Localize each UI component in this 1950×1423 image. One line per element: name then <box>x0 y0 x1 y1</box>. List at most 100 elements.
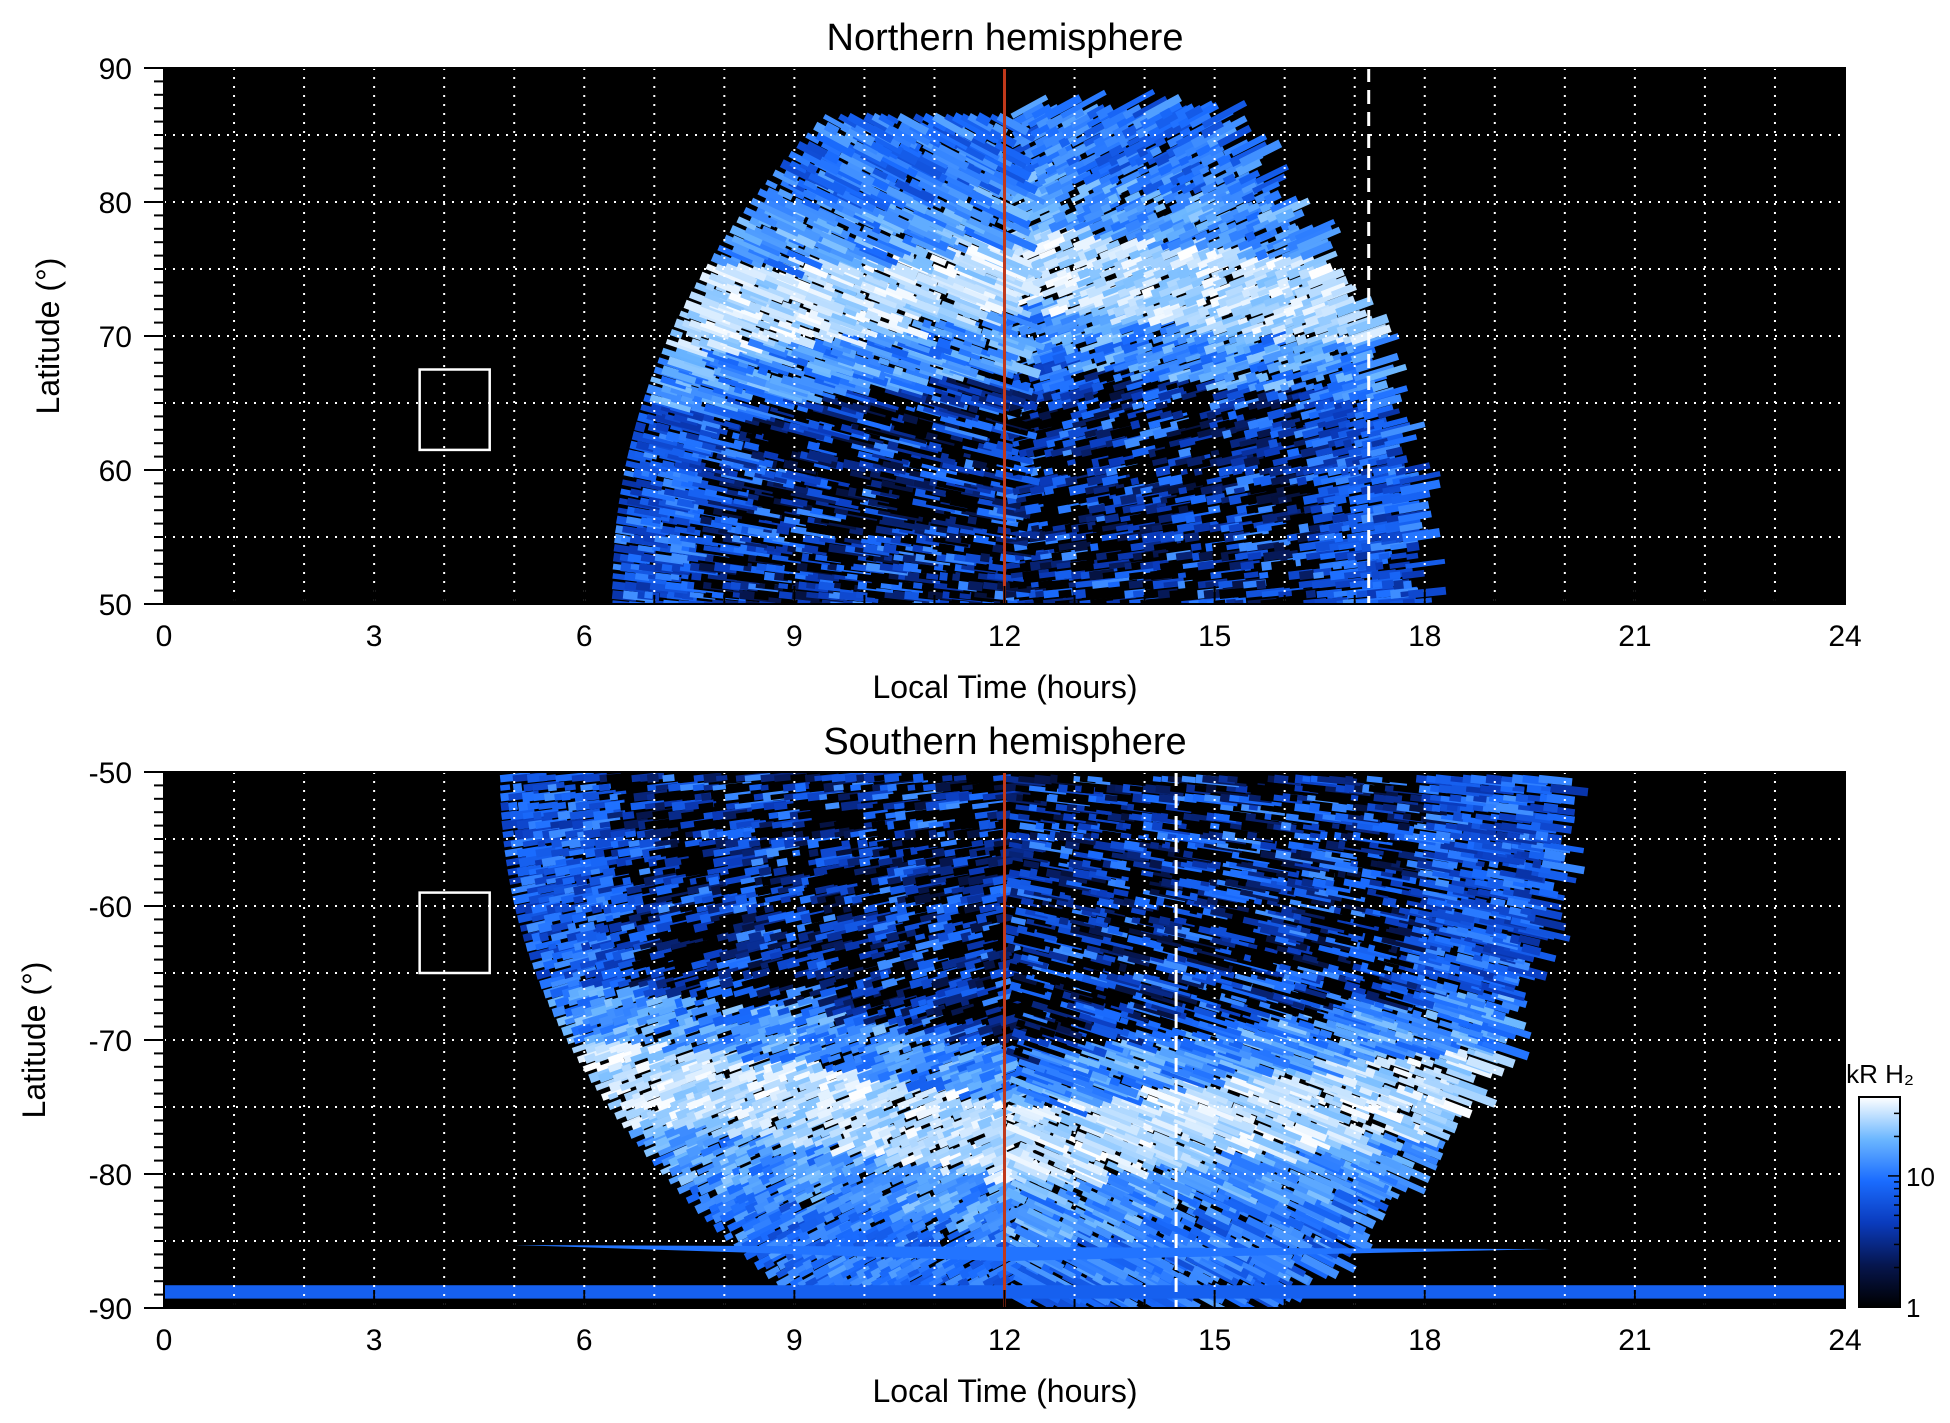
emission-streak <box>862 235 905 259</box>
emission-streak <box>676 496 696 509</box>
emission-streak <box>1016 1085 1051 1103</box>
emission-streak <box>954 1194 983 1215</box>
emission-streak <box>1143 93 1183 120</box>
emission-streak <box>1044 135 1078 157</box>
emission-streak <box>1327 1104 1342 1115</box>
emission-streak <box>1131 401 1144 411</box>
emission-streak <box>1277 294 1297 307</box>
emission-streak <box>1275 208 1296 224</box>
emission-streak <box>986 591 996 599</box>
emission-streak <box>1039 561 1052 570</box>
emission-streak <box>983 169 1029 197</box>
emission-streak <box>813 216 844 235</box>
emission-streak <box>1313 382 1324 392</box>
emission-streak <box>887 234 929 259</box>
emission-streak <box>1088 267 1104 280</box>
emission-streak <box>1011 1254 1059 1283</box>
emission-streak <box>705 459 723 471</box>
emission-streak <box>1185 352 1202 363</box>
emission-streak <box>1390 552 1407 560</box>
emission-streak <box>735 1037 766 1055</box>
emission-streak <box>726 1046 758 1064</box>
emission-streak <box>1342 1160 1381 1182</box>
emission-streak <box>1255 1113 1284 1130</box>
emission-streak <box>1256 428 1272 439</box>
emission-streak <box>1410 1103 1449 1125</box>
emission-streak <box>734 1140 762 1158</box>
emission-streak <box>1116 294 1136 307</box>
emission-streak <box>758 1125 778 1138</box>
emission-streak <box>749 216 764 228</box>
emission-streak <box>646 384 683 403</box>
emission-streak <box>988 337 1033 360</box>
emission-streak <box>885 1144 902 1157</box>
emission-streak <box>960 1099 974 1111</box>
emission-streak <box>1399 522 1423 533</box>
emission-streak <box>683 299 725 323</box>
emission-streak <box>842 1256 860 1271</box>
emission-streak <box>598 1066 625 1083</box>
emission-streak <box>1255 164 1289 185</box>
emission-streak <box>1273 542 1285 552</box>
emission-streak <box>896 319 910 330</box>
emission-streak <box>1296 226 1342 251</box>
emission-streak <box>963 543 982 555</box>
emission-streak <box>686 525 696 534</box>
emission-streak <box>1371 380 1389 393</box>
emission-streak <box>945 488 980 502</box>
emission-streak <box>992 1100 1004 1111</box>
emission-streak <box>1141 1159 1156 1172</box>
emission-streak <box>772 169 799 188</box>
emission-streak <box>1374 1056 1392 1070</box>
emission-streak <box>1212 277 1228 289</box>
emission-streak <box>1252 1075 1292 1096</box>
emission-streak <box>802 1137 814 1148</box>
emission-streak <box>768 1210 784 1224</box>
emission-streak <box>893 1117 907 1130</box>
emission-streak <box>705 281 716 292</box>
emission-streak <box>990 1044 1003 1054</box>
emission-streak <box>827 319 867 339</box>
emission-streak <box>1272 1160 1290 1173</box>
emission-streak <box>1200 120 1225 139</box>
emission-streak <box>868 290 898 309</box>
emission-streak <box>843 141 889 169</box>
emission-streak <box>808 357 855 377</box>
emission-streak <box>813 1145 831 1157</box>
emission-streak <box>817 234 849 255</box>
emission-streak <box>700 516 713 525</box>
emission-streak <box>1027 211 1041 223</box>
emission-streak <box>913 113 925 124</box>
x-tick-label: 18 <box>1408 620 1441 653</box>
emission-streak <box>846 581 855 590</box>
emission-streak <box>1119 493 1138 505</box>
emission-streak <box>890 1216 912 1233</box>
emission-streak <box>802 263 829 279</box>
emission-streak <box>1076 273 1102 288</box>
emission-streak <box>900 1278 911 1289</box>
emission-streak <box>758 357 806 378</box>
emission-streak <box>888 282 899 291</box>
emission-streak <box>998 310 1043 331</box>
emission-streak <box>763 263 774 273</box>
emission-streak <box>1253 255 1277 269</box>
emission-streak <box>1340 400 1353 411</box>
emission-streak <box>1019 1149 1036 1164</box>
emission-streak <box>1223 372 1236 383</box>
emission-streak <box>654 1105 677 1120</box>
emission-streak <box>1124 191 1142 204</box>
emission-streak <box>1298 569 1315 581</box>
emission-streak <box>1004 1225 1018 1238</box>
emission-streak <box>931 1231 943 1242</box>
emission-streak <box>752 263 800 288</box>
emission-streak <box>664 1121 693 1139</box>
emission-streak <box>1390 542 1407 551</box>
emission-streak <box>973 131 988 145</box>
emission-streak <box>962 1209 980 1223</box>
emission-streak <box>648 1056 677 1074</box>
emission-streak <box>1062 221 1096 242</box>
emission-streak <box>791 188 806 200</box>
emission-streak <box>1252 173 1287 194</box>
emission-streak <box>1241 192 1256 205</box>
emission-streak <box>711 1053 726 1063</box>
